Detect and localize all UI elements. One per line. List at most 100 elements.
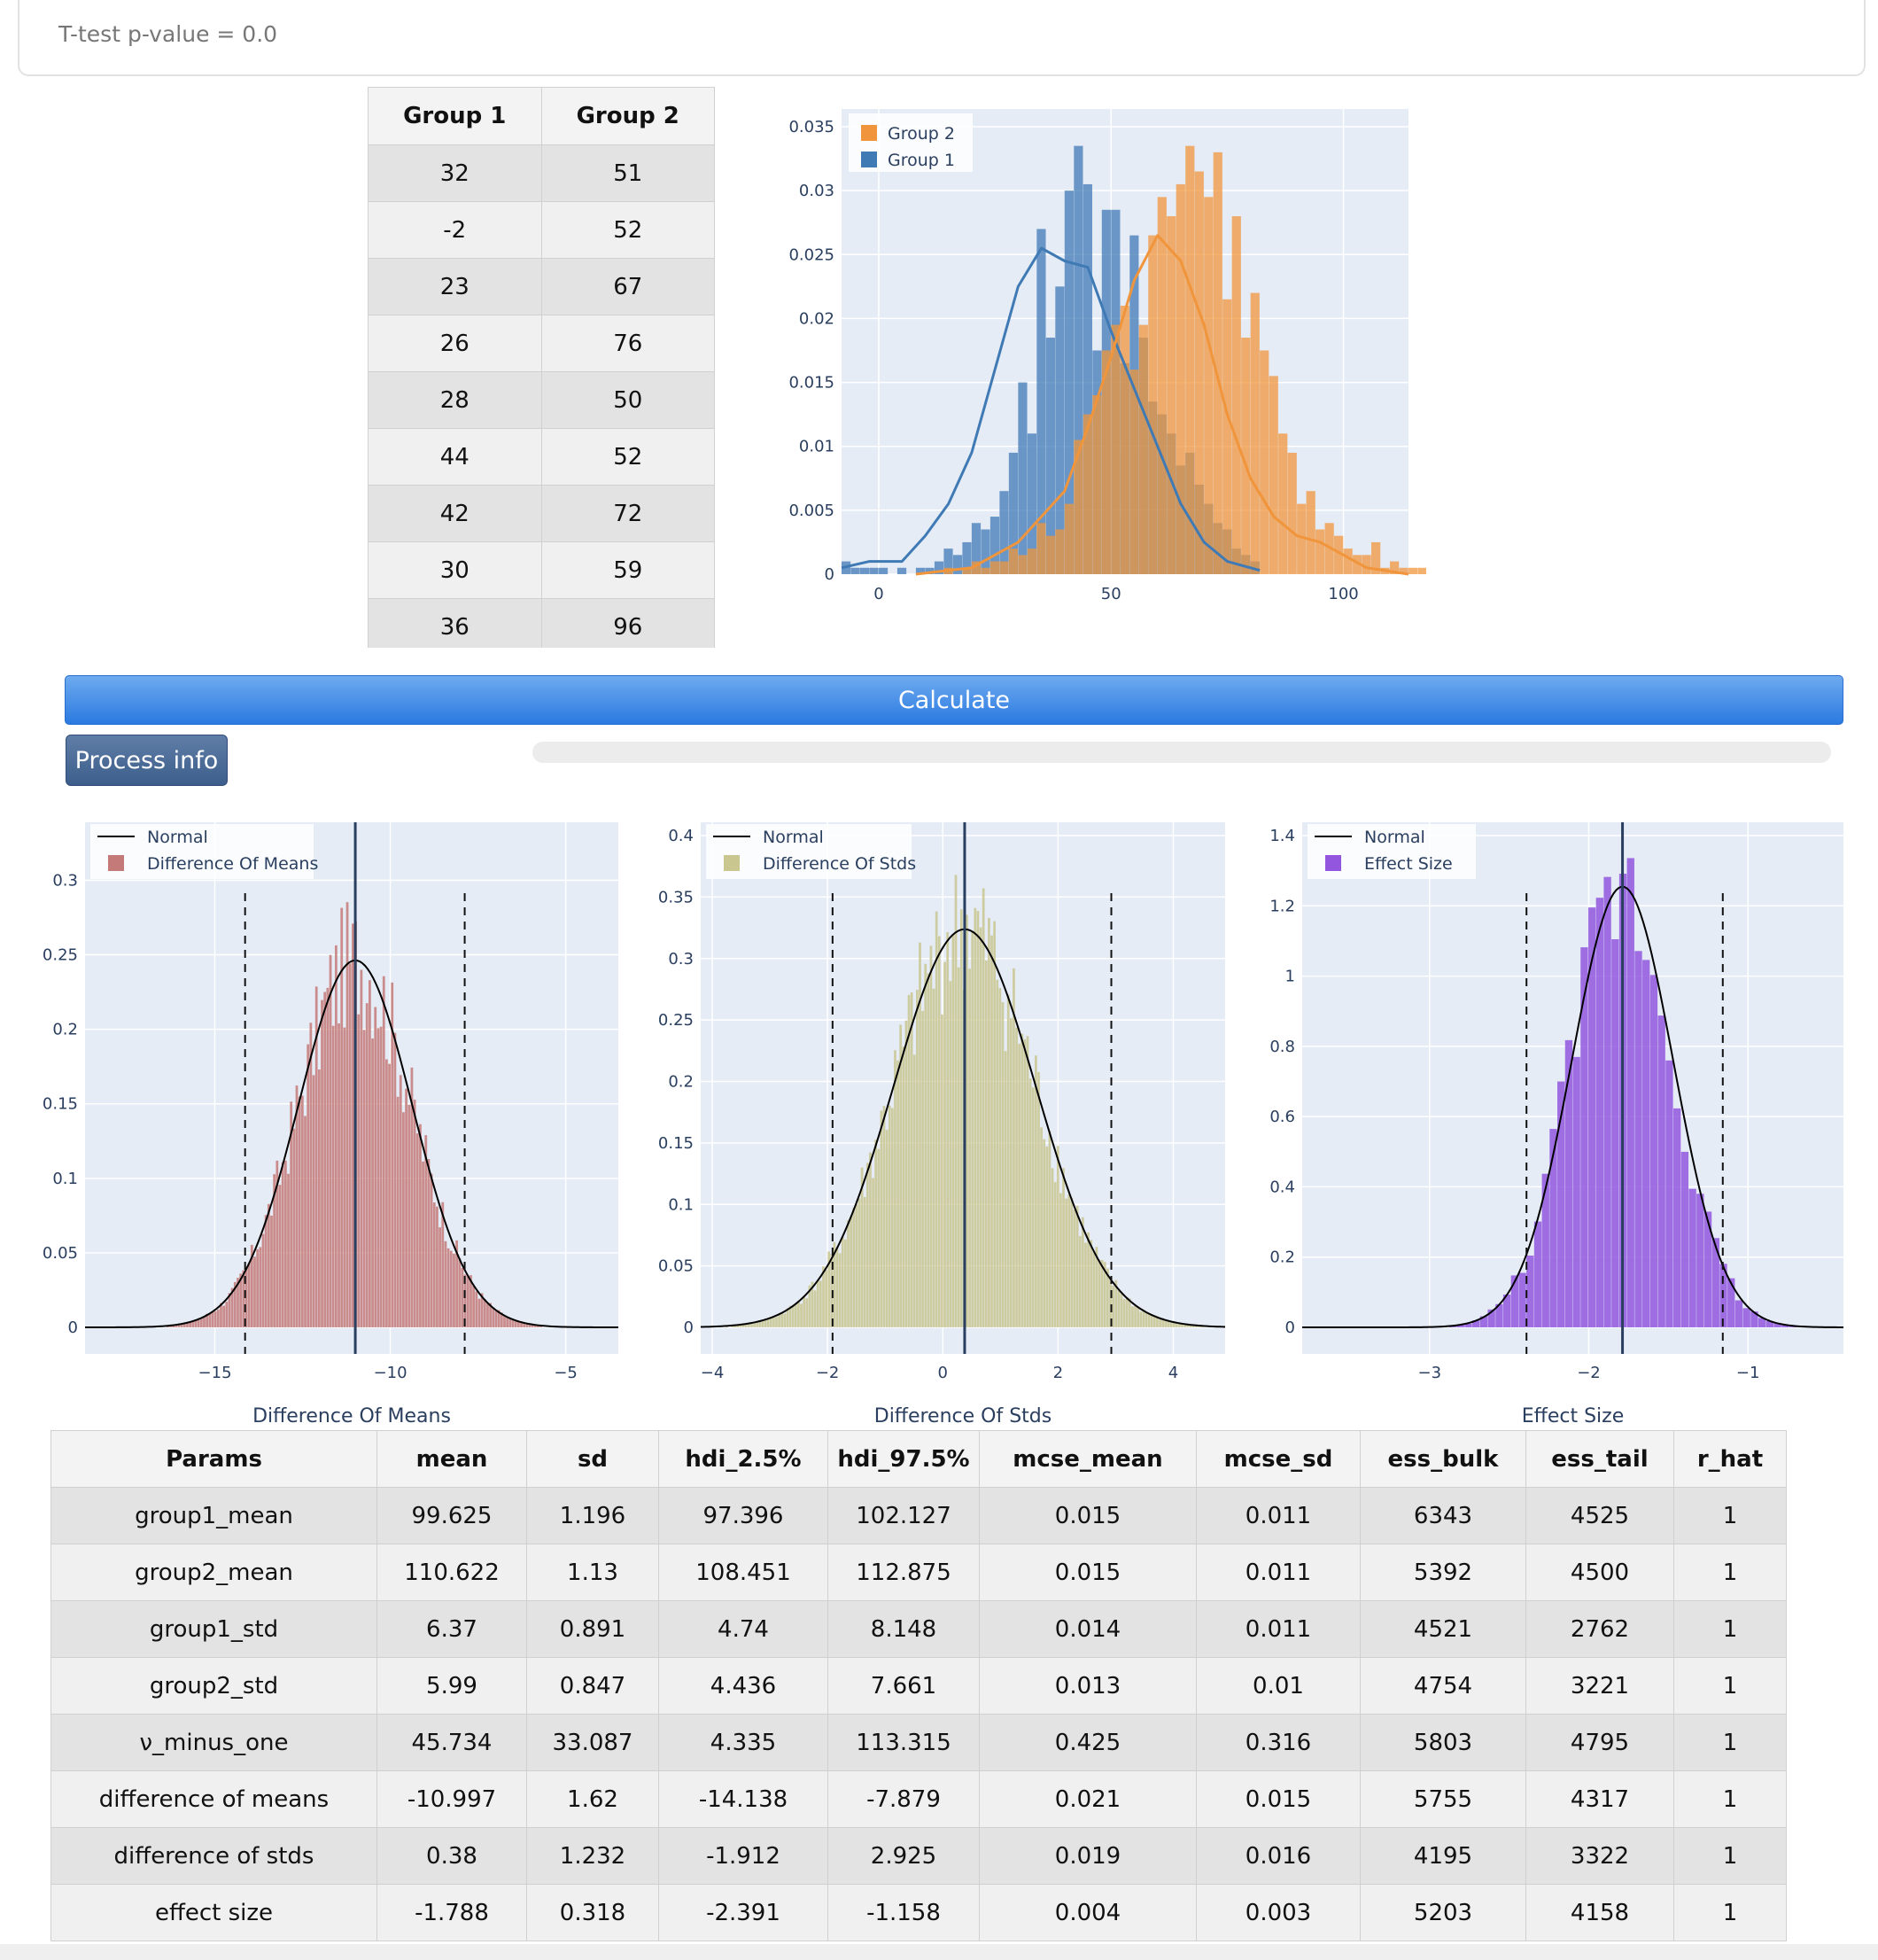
table-cell: 59 bbox=[540, 541, 715, 599]
histogram-bar bbox=[250, 1244, 253, 1327]
horizontal-scrollbar[interactable] bbox=[0, 1944, 1878, 1960]
histogram-bar bbox=[213, 1311, 217, 1327]
calculate-button[interactable]: Calculate bbox=[65, 675, 1843, 725]
data-table: Group 1 Group 2 32 51 -2 52 23 67 26 76 28 50 44 52… bbox=[368, 87, 715, 648]
table-cell: 52 bbox=[540, 201, 715, 259]
table-cell: 4525 bbox=[1525, 1487, 1674, 1544]
table-cell: 36 bbox=[368, 598, 542, 648]
histogram-bar bbox=[441, 1202, 445, 1327]
histogram-bar bbox=[921, 1010, 924, 1327]
histogram-bar bbox=[858, 1198, 861, 1327]
histogram-bar bbox=[800, 1303, 803, 1327]
histogram-bar bbox=[841, 1236, 844, 1327]
histogram-bar bbox=[896, 567, 907, 574]
table-cell: 0.021 bbox=[979, 1770, 1197, 1828]
table-row: 36 96 bbox=[368, 598, 715, 648]
table-cell: 76 bbox=[540, 315, 715, 372]
histogram-bar bbox=[239, 1273, 243, 1327]
data-table-container[interactable]: Group 1 Group 2 32 51 -2 52 23 67 26 76 28 50 44 52… bbox=[368, 87, 715, 648]
histogram-bar bbox=[1028, 1078, 1032, 1327]
legend-swatch bbox=[861, 125, 877, 141]
histogram-bar bbox=[419, 1124, 422, 1327]
histogram-bar bbox=[256, 1248, 260, 1327]
histogram-bar bbox=[1117, 1290, 1121, 1327]
histogram-bar bbox=[962, 567, 972, 574]
table-cell: 4.74 bbox=[658, 1600, 828, 1658]
histogram-bar bbox=[208, 1313, 212, 1327]
table-cell: 0.016 bbox=[1196, 1827, 1361, 1885]
histogram-bar bbox=[1213, 152, 1222, 574]
column-header[interactable]: ess_bulk bbox=[1360, 1430, 1526, 1488]
column-header[interactable]: hdi_2.5% bbox=[658, 1430, 828, 1488]
histogram-bar bbox=[365, 1003, 369, 1327]
histogram-bar bbox=[976, 911, 980, 1327]
histogram-bar bbox=[1040, 1127, 1043, 1327]
column-header[interactable]: mcse_sd bbox=[1196, 1430, 1361, 1488]
table-cell: 1 bbox=[1673, 1770, 1787, 1828]
histogram-bar bbox=[1083, 414, 1092, 574]
histogram-bar bbox=[916, 990, 919, 1327]
table-cell: 0.318 bbox=[526, 1884, 659, 1941]
table-cell: effect size bbox=[50, 1884, 377, 1941]
histogram-bar bbox=[1626, 858, 1634, 1327]
table-cell: 0.003 bbox=[1196, 1884, 1361, 1941]
x-tick-label: 0 bbox=[938, 1364, 948, 1382]
process-info-button[interactable]: Process info bbox=[66, 735, 228, 786]
histogram-bar bbox=[189, 1321, 191, 1327]
histogram-bar bbox=[1103, 1262, 1106, 1327]
histogram-bar bbox=[993, 921, 996, 1327]
histogram-bar bbox=[1134, 1304, 1137, 1327]
y-tick-label: 0.3 bbox=[52, 871, 78, 890]
histogram-bar bbox=[966, 914, 968, 1327]
histogram-bar bbox=[1036, 229, 1046, 574]
histogram-bar bbox=[941, 1014, 943, 1327]
histogram-bar bbox=[1035, 1055, 1037, 1327]
histogram-bar bbox=[444, 1241, 447, 1327]
histogram-bar bbox=[753, 1322, 756, 1327]
histogram-bar bbox=[492, 1307, 495, 1327]
column-header[interactable]: mean bbox=[376, 1430, 527, 1488]
table-cell: group1_std bbox=[50, 1600, 377, 1658]
column-header[interactable]: mcse_mean bbox=[979, 1430, 1197, 1488]
histogram-bar bbox=[1189, 1325, 1192, 1327]
histogram-bar bbox=[974, 907, 977, 1327]
histogram-bar bbox=[741, 1324, 745, 1327]
histogram-bar bbox=[1260, 350, 1269, 574]
y-tick-label: 0.35 bbox=[658, 888, 694, 906]
histogram-bar bbox=[511, 1318, 515, 1327]
histogram-bar bbox=[1204, 197, 1214, 574]
column-header[interactable]: hdi_97.5% bbox=[827, 1430, 980, 1488]
histogram-bar bbox=[912, 1054, 916, 1327]
histogram-bar bbox=[1564, 1039, 1573, 1327]
histogram-bar bbox=[915, 567, 926, 574]
histogram-bar bbox=[1092, 1252, 1096, 1327]
column-header[interactable]: r_hat bbox=[1673, 1430, 1787, 1488]
column-header-group-2[interactable]: Group 2 bbox=[540, 87, 715, 145]
column-header[interactable]: sd bbox=[526, 1430, 659, 1488]
histogram-bar bbox=[878, 567, 889, 574]
x-axis-title: Difference Of Means bbox=[252, 1405, 451, 1427]
histogram-bar bbox=[1502, 1295, 1511, 1327]
table-cell: -2 bbox=[368, 201, 542, 259]
params-table-container[interactable]: Params mean sd hdi_2.5% hdi_97.5% mcse_mean mc… bbox=[50, 1430, 1831, 1953]
histogram-bar bbox=[847, 1219, 850, 1327]
column-header[interactable]: ess_tail bbox=[1525, 1430, 1674, 1488]
legend-label: Normal bbox=[1364, 828, 1425, 847]
histogram-bar bbox=[1169, 1322, 1173, 1327]
histogram-bar bbox=[971, 523, 982, 574]
difference-of-stds-chart: 0 0.05 0.1 0.15 0.2 0.25 0.3 0.35 0.4 −4 −2 0 2 4 Norm… bbox=[658, 822, 1226, 1427]
histogram-bar bbox=[177, 1325, 181, 1327]
table-cell: 0.01 bbox=[1196, 1657, 1361, 1715]
table-cell: difference of stds bbox=[50, 1827, 377, 1885]
column-header[interactable]: Params bbox=[50, 1430, 377, 1488]
histogram-bar bbox=[407, 1104, 411, 1327]
table-cell: -1.788 bbox=[376, 1884, 527, 1941]
column-header-group-1[interactable]: Group 1 bbox=[368, 87, 542, 145]
histogram-bar bbox=[480, 1293, 484, 1327]
histogram-bar bbox=[405, 1088, 407, 1327]
histogram-bar bbox=[410, 1067, 414, 1327]
histogram-bar bbox=[1672, 1108, 1681, 1327]
histogram-bar bbox=[1176, 183, 1185, 574]
histogram-bar bbox=[1018, 1043, 1021, 1327]
histogram-bar bbox=[1145, 1312, 1148, 1327]
